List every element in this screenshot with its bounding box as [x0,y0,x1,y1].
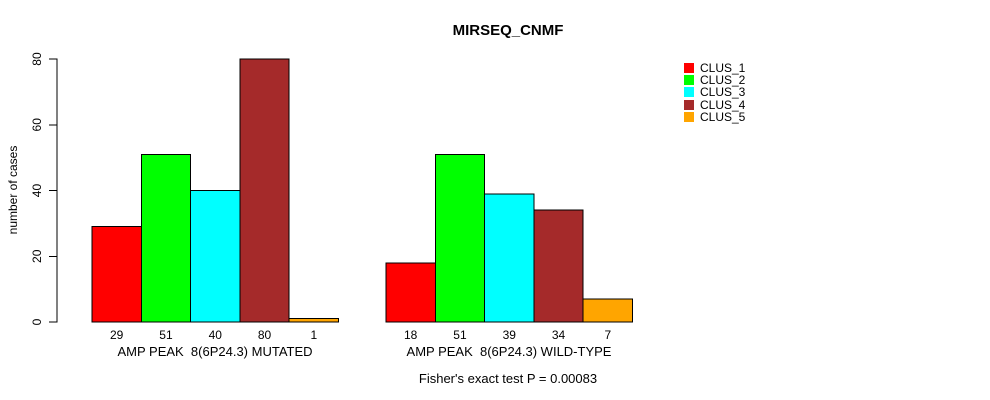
bar-clus_4-group1 [239,58,290,323]
chart-title: MIRSEQ_CNMF [452,22,564,39]
bar-value-label: 39 [503,328,517,342]
legend-swatch-clus_3 [684,87,694,98]
bar-value-label: 29 [110,328,124,342]
legend-swatch-clus_1 [684,63,694,74]
legend-label: CLUS_1 [700,61,746,76]
bar-clus_3-group1 [190,190,241,323]
legend-label: CLUS_4 [700,97,746,112]
bar-clus_5-group1 [288,318,340,323]
bar-value-label: 51 [159,328,173,342]
bar-value-label: 51 [453,328,467,342]
legend-swatch-clus_2 [684,75,694,86]
legend-label: CLUS_3 [700,85,746,100]
y-axis-label: number of cases [6,145,20,235]
legend: CLUS_1 CLUS_2 CLUS_3 CLUS_4 CLUS_5 [684,62,745,123]
bar-clus_2-group1 [140,153,192,323]
bar-value-label: 7 [605,328,612,342]
bar-value-label: 1 [311,328,318,342]
bar-value-label: 18 [404,328,418,342]
fisher-test-annotation: Fisher's exact test P = 0.00083 [418,371,598,386]
bar-clus_3-group2 [484,193,535,323]
bar-clus_2-group2 [434,153,486,323]
bar-value-label: 40 [209,328,223,342]
legend-item-clus_4: CLUS_4 [684,99,745,111]
y-axis-tick-label: 60 [30,118,44,132]
y-axis-tick-label: 80 [30,52,44,66]
legend-label: CLUS_2 [700,73,746,88]
legend-item-clus_1: CLUS_1 [684,62,745,74]
y-axis-tick-label: 20 [30,249,44,263]
bar-clus_4-group2 [533,209,584,323]
bar-clus_1-group1 [91,226,142,323]
y-axis-tick-label: 40 [30,184,44,198]
bar-clus_1-group2 [385,262,436,323]
legend-swatch-clus_4 [684,99,694,110]
x-category-label-mutated: AMP PEAK 8(6P24.3) MUTATED [117,344,313,359]
legend-item-clus_5: CLUS_5 [684,111,745,123]
legend-item-clus_2: CLUS_2 [684,74,745,86]
legend-item-clus_3: CLUS_3 [684,86,745,98]
bar-value-label: 80 [258,328,272,342]
x-category-label-wildtype: AMP PEAK 8(6P24.3) WILD-TYPE [406,344,612,359]
bar-clus_5-group2 [582,298,634,323]
bar-value-label: 34 [552,328,566,342]
legend-label: CLUS_5 [700,109,746,124]
y-axis-tick-label: 0 [30,318,44,325]
legend-swatch-clus_5 [684,111,694,122]
